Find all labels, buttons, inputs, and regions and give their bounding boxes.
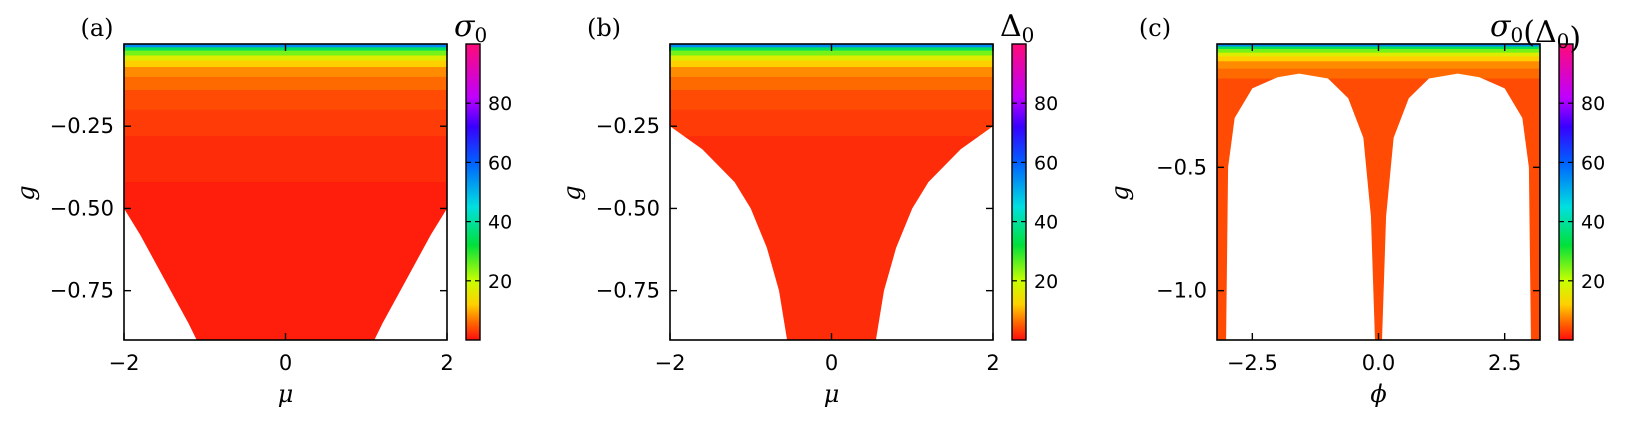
chart-1-ylabel: g — [558, 185, 586, 200]
panel-a: −2 0 2 −0.25 −0.50 −0.75 μ g (a) 20 40 60 80 σ0 — [12, 9, 512, 408]
chart-2-xtick-label: 0.0 — [1362, 351, 1395, 375]
chart-0-ytick-label: −0.25 — [50, 114, 114, 138]
chart-1-band — [670, 55, 993, 62]
chart-1-colorbar-tick-label: 20 — [1034, 271, 1058, 293]
chart-2-ytick-label: −1.0 — [1156, 279, 1207, 303]
chart-2-band — [1217, 61, 1540, 70]
chart-0-colorbar-tick-label: 80 — [488, 93, 512, 115]
chart-0-band — [124, 60, 447, 68]
chart-0-xtick-label: −2 — [109, 351, 140, 375]
chart-0-band — [124, 55, 447, 62]
chart-0-colorbar-label: σ0 — [454, 9, 487, 47]
chart-0-ytick-label: −0.75 — [50, 279, 114, 303]
chart-1-colorbar-tick-label: 40 — [1034, 212, 1058, 234]
chart-0-band — [124, 50, 447, 57]
chart-0-zero-region-right — [374, 208, 447, 340]
chart-1-xtick-label: −2 — [655, 351, 686, 375]
chart-2-xtick-label: 2.5 — [1488, 351, 1521, 375]
chart-0-band — [124, 67, 447, 78]
chart-2-zero-region-left — [1226, 73, 1375, 340]
chart-0-xlabel: μ — [278, 380, 294, 408]
chart-1-xtick-label: 2 — [986, 351, 999, 375]
chart-1-xlabel: μ — [824, 380, 840, 408]
chart-2-band — [1217, 52, 1540, 57]
chart-0-xtick-label: 2 — [440, 351, 453, 375]
chart-0-contour-bands — [124, 44, 447, 340]
panel-c: −2.5 0.0 2.5 −0.5 −1.0 ϕ g (c) 20 40 60 80 σ0(Δ0) — [1106, 9, 1605, 408]
chart-2-band — [1217, 48, 1540, 54]
chart-1-zero-region-right — [875, 126, 993, 340]
chart-2-colorbar-tick-label: 20 — [1581, 271, 1605, 293]
chart-1-band — [670, 76, 993, 91]
chart-0-panel-label: (a) — [80, 14, 113, 42]
chart-0-band — [124, 76, 447, 91]
chart-2-colorbar — [1558, 43, 1574, 341]
chart-0-colorbar-tick-label: 40 — [488, 212, 512, 234]
chart-2-colorbar-tick-label: 40 — [1581, 212, 1605, 234]
chart-0-xtick-label: 0 — [279, 351, 292, 375]
chart-0-colorbar-tick-label: 20 — [488, 271, 512, 293]
chart-0-band — [124, 136, 447, 183]
chart-2-ytick-label: −0.5 — [1156, 155, 1207, 179]
chart-2-xlabel: ϕ — [1370, 380, 1386, 408]
chart-0-colorbar — [465, 43, 481, 341]
chart-1-band — [670, 90, 993, 111]
chart-2-panel-label: (c) — [1139, 14, 1171, 42]
chart-1-ytick-label: −0.50 — [596, 196, 660, 220]
chart-1-ytick-label: −0.25 — [596, 114, 660, 138]
chart-2-ylabel: g — [1106, 185, 1134, 200]
panel-b: −2 0 2 −0.25 −0.50 −0.75 μ g (b) 20 40 60 80 Δ0 — [558, 9, 1058, 408]
chart-1-ytick-label: −0.75 — [596, 279, 660, 303]
chart-2-colorbar-tick-label: 80 — [1581, 93, 1605, 115]
chart-2-band — [1217, 56, 1540, 62]
chart-1-band — [670, 67, 993, 78]
chart-1-band — [670, 60, 993, 68]
chart-0-colorbar-tick-label: 60 — [488, 152, 512, 174]
chart-1-colorbar-tick-label: 60 — [1034, 152, 1058, 174]
chart-1-zero-region-left — [670, 126, 788, 340]
chart-1-band — [670, 109, 993, 137]
chart-1-panel-label: (b) — [587, 14, 621, 42]
chart-2-colorbar-label: σ0(Δ0) — [1490, 9, 1581, 56]
chart-0-band — [124, 109, 447, 137]
chart-1-colorbar-tick-label: 80 — [1034, 93, 1058, 115]
chart-2-colorbar-tick-label: 60 — [1581, 152, 1605, 174]
chart-2-zero-region-right — [1382, 73, 1531, 340]
chart-0-band — [124, 90, 447, 111]
chart-1-colorbar — [1011, 43, 1027, 341]
chart-1-xtick-label: 0 — [825, 351, 838, 375]
chart-1-band — [670, 50, 993, 57]
chart-2-xtick-label: −2.5 — [1227, 351, 1278, 375]
chart-1-colorbar-label: Δ0 — [1000, 9, 1034, 47]
chart-0-ytick-label: −0.50 — [50, 196, 114, 220]
chart-0-ylabel: g — [12, 185, 40, 200]
chart-2-band — [1217, 68, 1540, 80]
chart-0-zero-region-left — [124, 208, 197, 340]
